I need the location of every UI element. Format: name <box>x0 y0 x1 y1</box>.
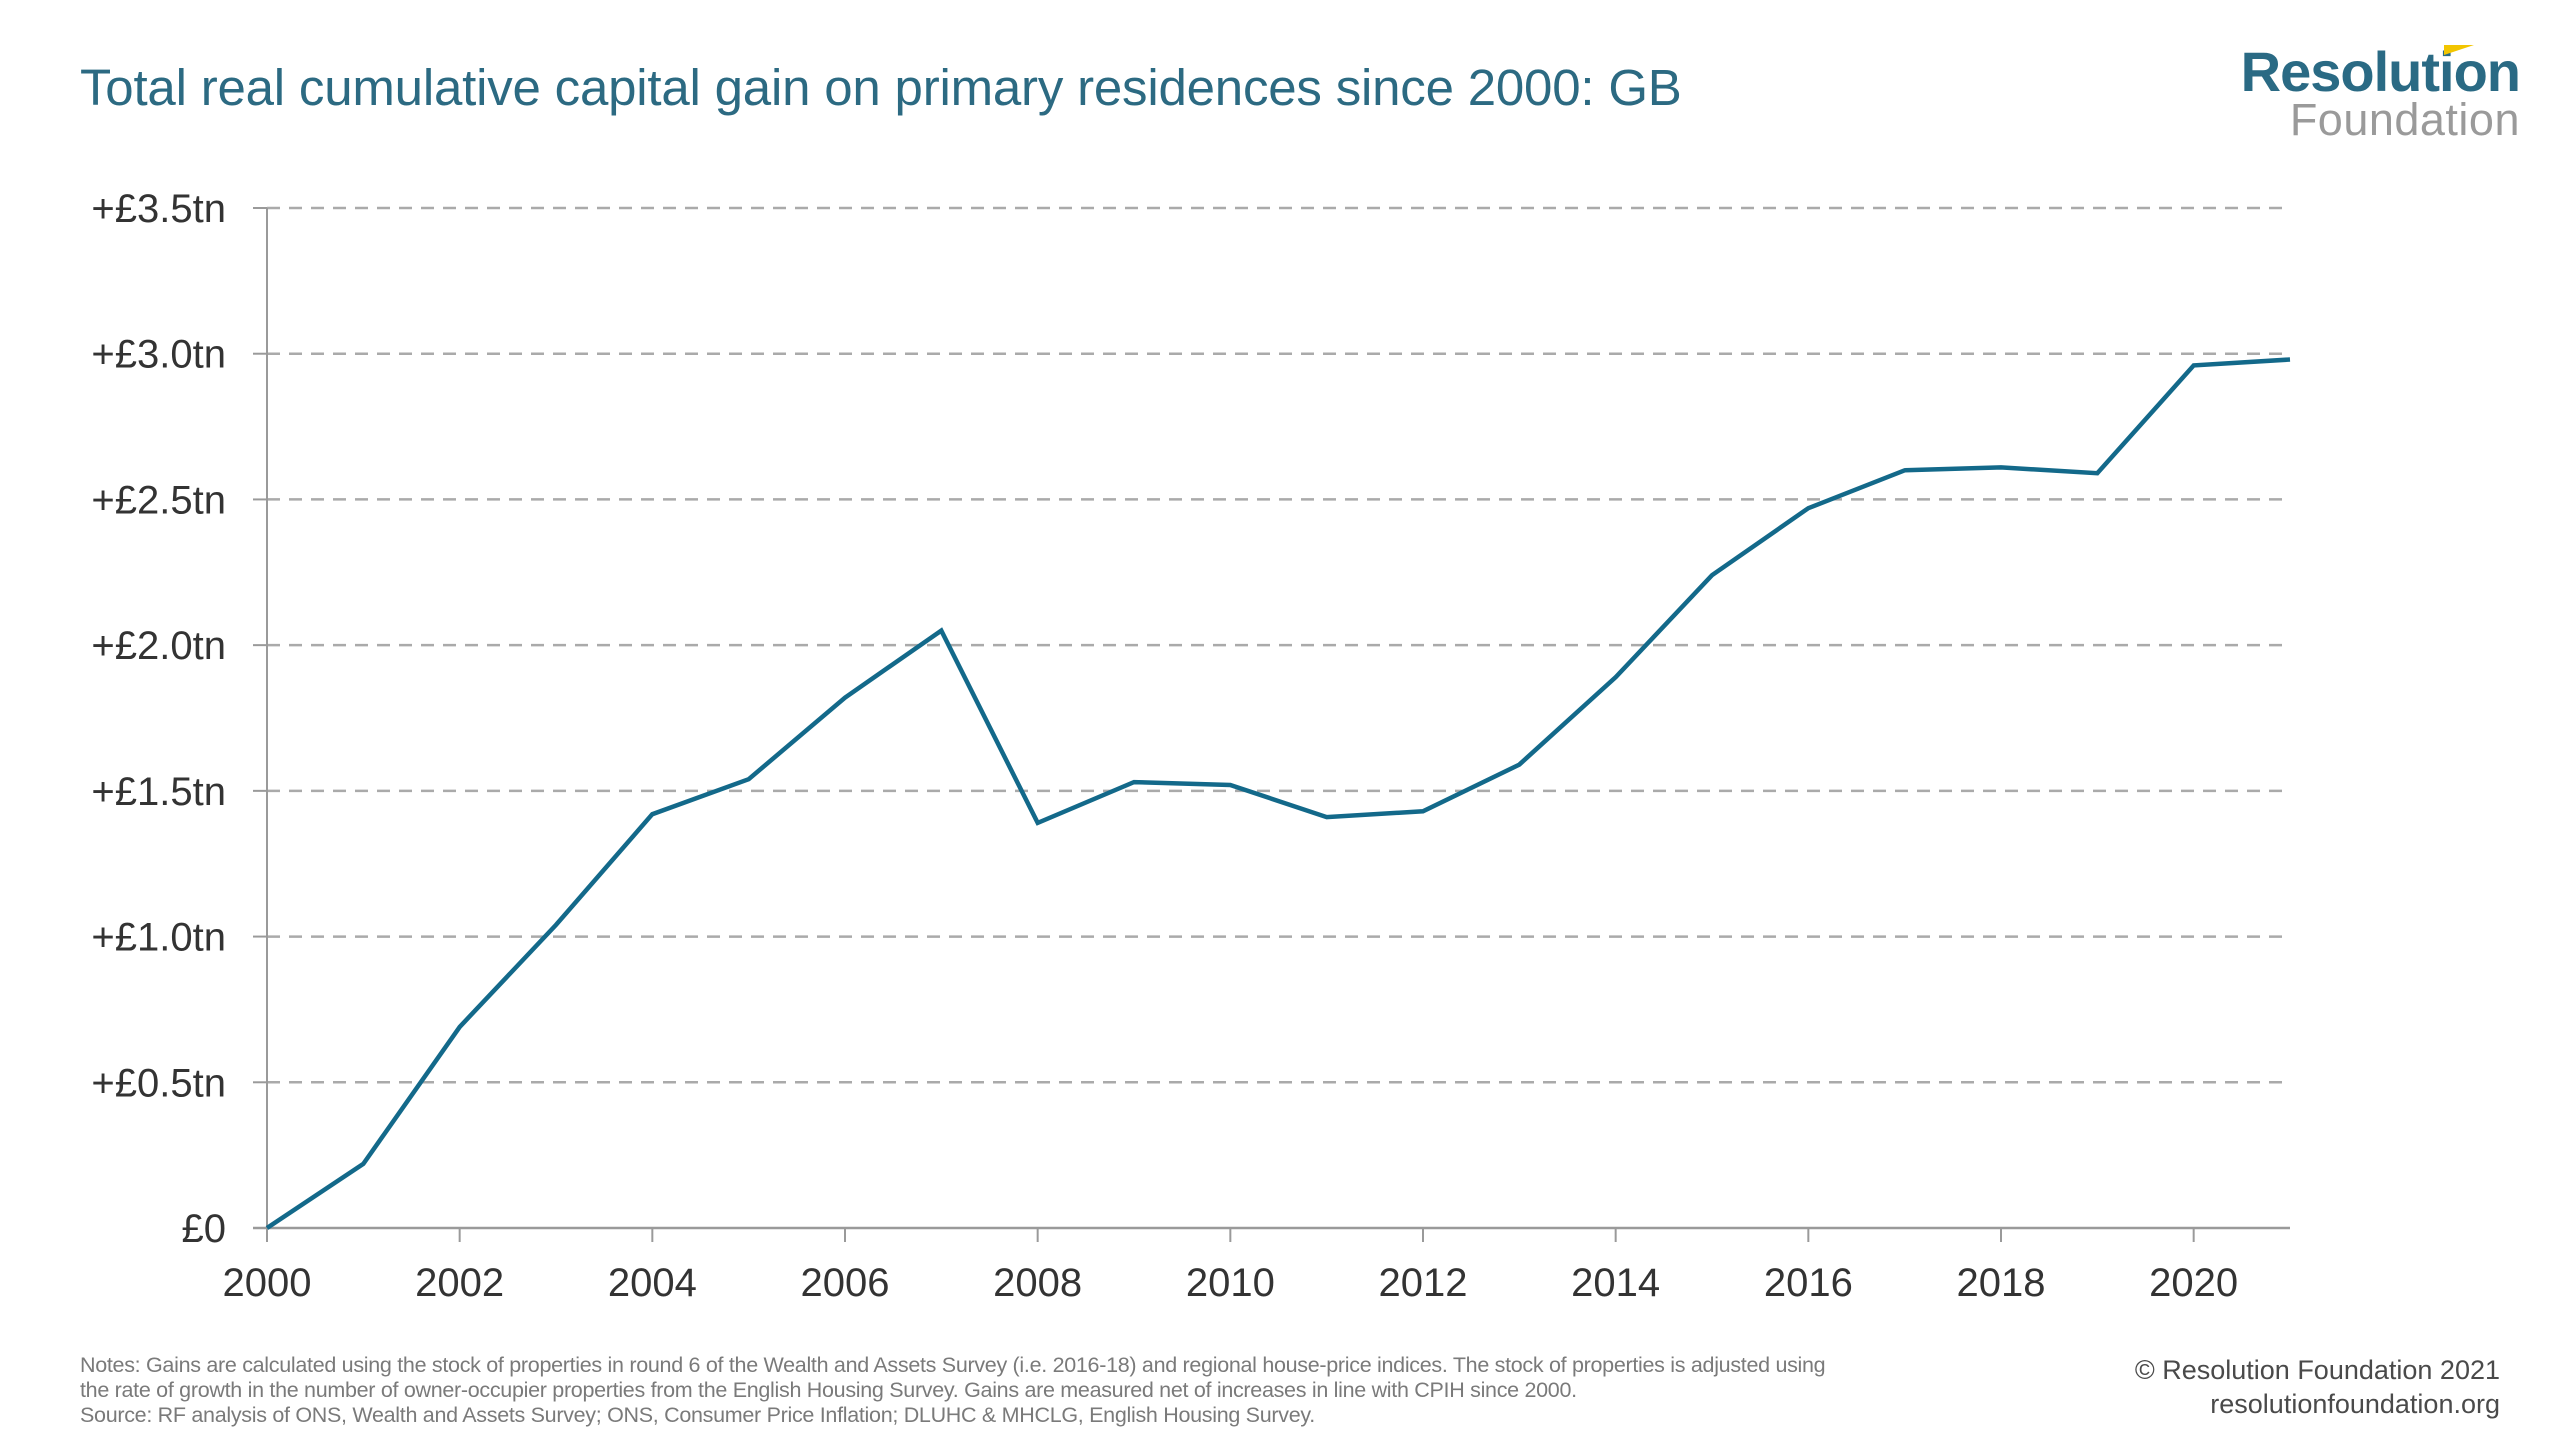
chart-title: Total real cumulative capital gain on pr… <box>80 59 1682 116</box>
data-point-2016 <box>1805 505 1811 511</box>
data-point-2021 <box>2287 357 2293 363</box>
series-line-capital-gain <box>265 357 2291 1230</box>
x-tick-label: 2018 <box>1957 1261 2046 1305</box>
axes <box>253 208 2290 1242</box>
data-point-2007 <box>938 628 944 634</box>
y-tick-label: £0 <box>182 1207 227 1251</box>
x-tick-label: 2006 <box>801 1261 890 1305</box>
notes-line-2: the rate of growth in the number of owne… <box>80 1378 1577 1402</box>
data-point-2020 <box>2191 362 2197 368</box>
x-tick-label: 2002 <box>415 1261 504 1305</box>
series <box>265 357 2291 1230</box>
data-point-2012 <box>1420 808 1426 814</box>
y-tick-label: +£1.5tn <box>91 770 226 814</box>
data-points <box>264 357 2293 1231</box>
logo-wordmark-main: Resolution <box>2240 40 2521 103</box>
credits: © Resolution Foundation 2021 resolutionf… <box>2135 1353 2500 1421</box>
x-tick-label: 2010 <box>1186 1261 1275 1305</box>
data-point-2005 <box>746 776 752 782</box>
x-tick-label: 2014 <box>1571 1261 1660 1305</box>
y-tick-label: +£1.0tn <box>91 916 226 960</box>
source-line: Source: RF analysis of ONS, Wealth and A… <box>80 1403 1315 1427</box>
x-tick-label: 2020 <box>2149 1261 2238 1305</box>
x-tick-label: 2012 <box>1379 1261 1468 1305</box>
x-tick-label: 2000 <box>223 1261 312 1305</box>
copyright-text: © Resolution Foundation 2021 <box>2134 1355 2500 1385</box>
gridlines <box>267 206 2290 1084</box>
data-point-2019 <box>2094 470 2100 476</box>
x-tick-label: 2016 <box>1764 1261 1853 1305</box>
data-point-2006 <box>842 695 848 701</box>
data-point-2017 <box>1902 467 1908 473</box>
chart-notes: Notes: Gains are calculated using the st… <box>80 1353 2110 1428</box>
data-point-2008 <box>1035 820 1041 826</box>
data-point-2015 <box>1709 572 1715 578</box>
data-point-2009 <box>1131 779 1137 785</box>
data-point-2004 <box>649 811 655 817</box>
data-point-2010 <box>1227 782 1233 788</box>
data-point-2011 <box>1324 814 1330 820</box>
resolution-foundation-logo: Resolution Foundation <box>2200 40 2521 150</box>
logo-accent-icon <box>2444 45 2474 55</box>
data-point-2001 <box>360 1161 366 1167</box>
notes-line-1: Notes: Gains are calculated using the st… <box>80 1353 1826 1377</box>
y-tick-label: +£3.5tn <box>91 187 226 231</box>
data-point-2000 <box>264 1225 270 1231</box>
x-tick-label: 2008 <box>993 1261 1082 1305</box>
data-point-2018 <box>1998 464 2004 470</box>
data-point-2003 <box>553 922 559 928</box>
y-axis-ticks: £0 +£0.5tn +£1.0tn +£1.5tn +£2.0tn +£2.5tn +£3… <box>91 187 267 1251</box>
data-point-2013 <box>1516 762 1522 768</box>
website-link[interactable]: resolutionfoundation.org <box>2210 1389 2500 1419</box>
logo-wordmark-sub: Foundation <box>2289 94 2520 145</box>
y-tick-label: +£2.5tn <box>91 478 226 522</box>
y-tick-label: +£3.0tn <box>91 333 226 377</box>
x-axis-ticks: 2000 2002 2004 2006 2008 2010 2012 2014 2016 2018… <box>223 1228 2238 1305</box>
y-tick-label: +£0.5tn <box>91 1061 226 1105</box>
x-tick-label: 2004 <box>608 1261 697 1305</box>
data-point-2014 <box>1613 674 1619 680</box>
y-tick-label: +£2.0tn <box>91 624 226 668</box>
data-point-2002 <box>457 1024 463 1030</box>
